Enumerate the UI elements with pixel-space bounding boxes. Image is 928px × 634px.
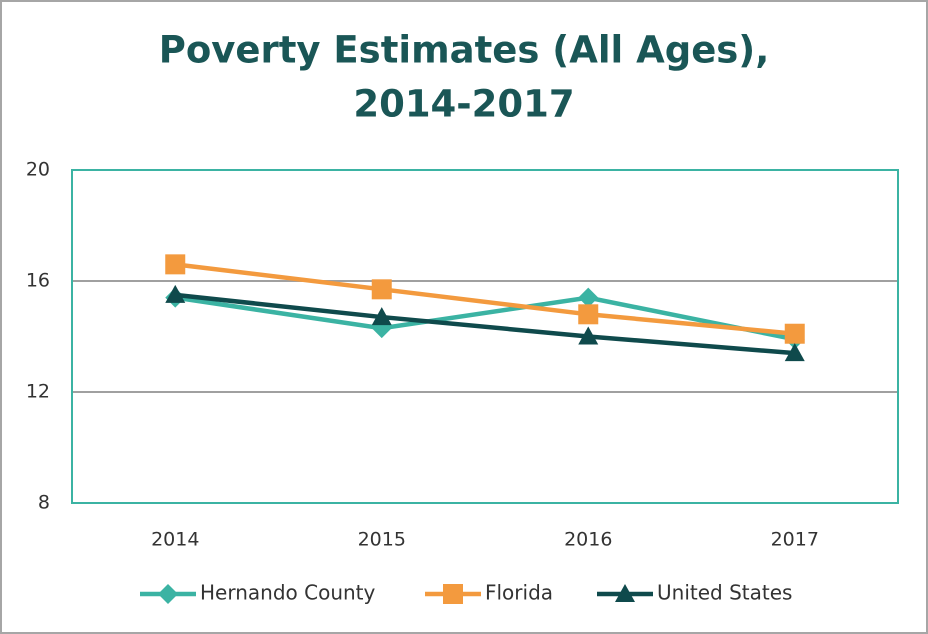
plot-frame	[71, 169, 899, 504]
marker	[158, 584, 178, 604]
series-line	[174, 295, 796, 342]
marker	[165, 254, 186, 275]
marker	[784, 343, 805, 362]
legend-label: United States	[657, 581, 792, 605]
marker	[578, 304, 599, 325]
x-tick-label: 2015	[358, 529, 406, 551]
marker	[165, 284, 186, 303]
marker	[371, 307, 392, 326]
series-line	[175, 292, 795, 356]
y-tick-label: 8	[38, 492, 50, 514]
marker	[615, 584, 635, 602]
chart-title: Poverty Estimates (All Ages),	[159, 29, 770, 72]
marker	[371, 279, 392, 300]
marker	[578, 326, 599, 345]
chart-title: 2014-2017	[353, 83, 574, 126]
legend-label: Hernando County	[200, 581, 376, 605]
marker	[443, 584, 463, 604]
series-line	[174, 262, 795, 336]
y-tick-label: 16	[26, 270, 50, 292]
legend-label: Florida	[485, 581, 553, 605]
marker	[784, 323, 805, 344]
x-tick-label: 2016	[564, 529, 612, 551]
x-tick-label: 2017	[771, 529, 819, 551]
marker	[578, 287, 599, 308]
y-tick-label: 12	[26, 381, 50, 403]
x-tick-label: 2014	[151, 529, 199, 551]
y-tick-label: 20	[26, 159, 50, 181]
